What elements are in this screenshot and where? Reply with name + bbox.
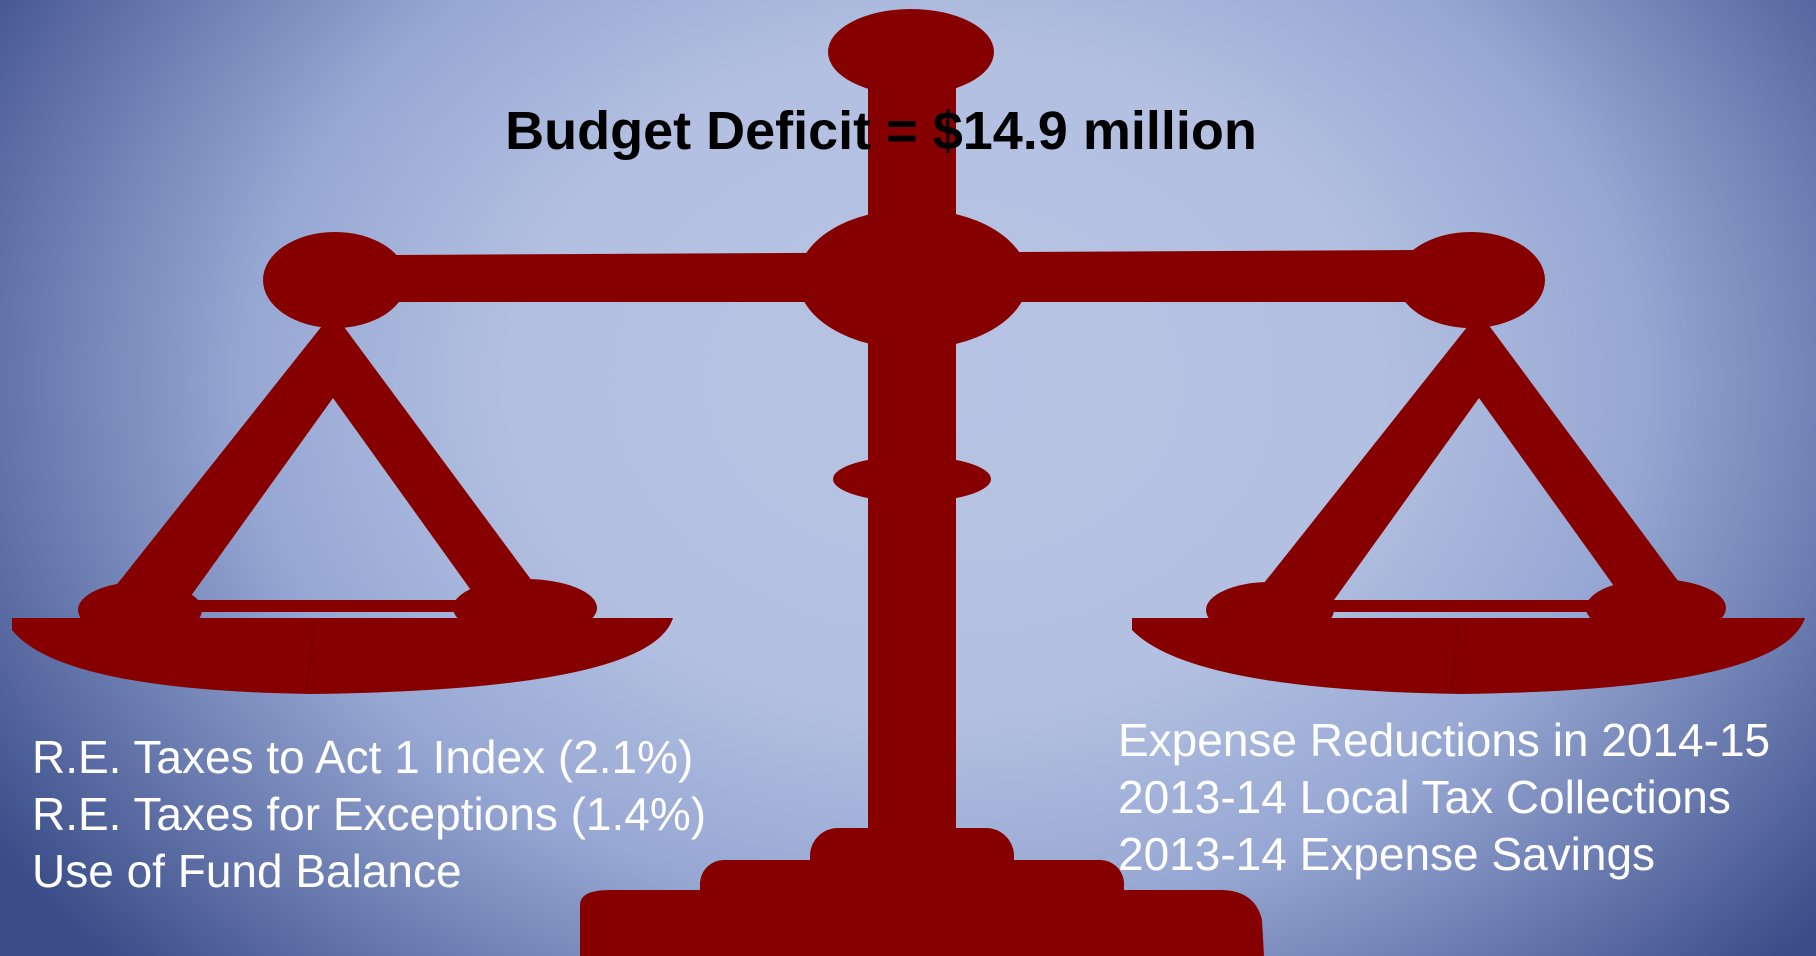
list-item: Expense Reductions in 2014-15 [1118, 714, 1771, 766]
list-item: 2013-14 Expense Savings [1118, 828, 1656, 880]
right-pan-list: Expense Reductions in 2014-15 2013-14 Lo… [1118, 712, 1770, 883]
scale-collar [833, 456, 991, 502]
scale-right-knob [1397, 232, 1545, 328]
list-item: Use of Fund Balance [32, 845, 462, 897]
list-item: 2013-14 Local Tax Collections [1118, 771, 1731, 823]
scale-hub [798, 209, 1028, 349]
budget-deficit-title: Budget Deficit = $14.9 million [0, 104, 1789, 158]
scale-left-knob [263, 232, 407, 328]
title-amount: $14.9 million [932, 101, 1257, 161]
title-label: Budget Deficit = [505, 101, 918, 161]
list-item: R.E. Taxes to Act 1 Index (2.1%) [32, 731, 694, 783]
list-item: R.E. Taxes for Exceptions (1.4%) [32, 788, 707, 840]
scale-left-hanger [95, 312, 555, 612]
scale-right-hanger [1241, 312, 1701, 612]
scale-right-pan [1132, 618, 1805, 694]
scale-left-pan [12, 618, 673, 694]
left-pan-list: R.E. Taxes to Act 1 Index (2.1%) R.E. Ta… [32, 729, 706, 900]
scale-base-bottom [580, 890, 1264, 956]
